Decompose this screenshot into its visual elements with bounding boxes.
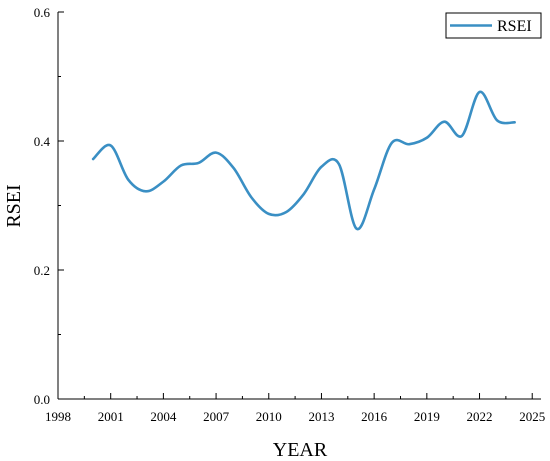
x-tick-label: 2001 — [98, 409, 124, 424]
legend-label: RSEI — [497, 18, 532, 35]
x-tick-label: 2004 — [150, 409, 177, 424]
legend: RSEI — [445, 12, 542, 39]
axes — [57, 12, 541, 400]
x-tick-label: 2025 — [519, 409, 545, 424]
x-ticks: 1998 2001 2004 2007 2010 2013 2016 2019 2022 2025 — [45, 393, 545, 424]
y-axis-title: RSEI — [3, 184, 25, 227]
y-tick-label: 0.2 — [34, 263, 50, 278]
y-tick-label: 0.4 — [34, 134, 51, 149]
y-ticks: 0.0 0.2 0.4 0.6 — [34, 5, 64, 407]
y-tick-label: 0.6 — [34, 5, 51, 20]
rsei-series-line — [91, 90, 516, 231]
x-tick-label: 2019 — [414, 409, 440, 424]
x-tick-label: 2022 — [467, 409, 493, 424]
x-tick-label: 2016 — [361, 409, 388, 424]
x-tick-label: 2010 — [256, 409, 282, 424]
x-tick-label: 1998 — [45, 409, 71, 424]
x-tick-label: 2007 — [203, 409, 230, 424]
x-tick-label: 2013 — [308, 409, 334, 424]
x-axis-title: YEAR — [273, 439, 328, 461]
y-tick-label: 0.0 — [34, 392, 50, 407]
